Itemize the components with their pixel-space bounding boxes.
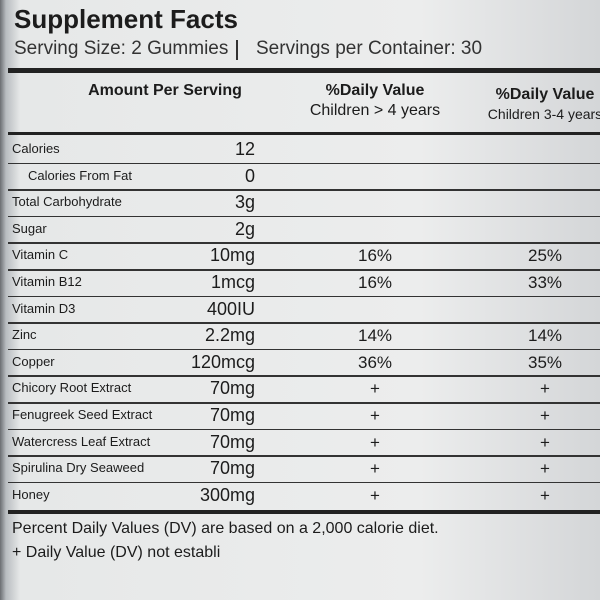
- daily-value: +: [540, 485, 550, 505]
- daily-value: +: [540, 459, 550, 479]
- amount: 120mcg: [190, 351, 255, 372]
- footnote: Percent Daily Values (DV) are based on a…: [12, 520, 439, 537]
- amount: 10mg: [209, 245, 255, 266]
- nutrient-name: Zinc: [12, 327, 37, 343]
- amount: 2g: [234, 218, 255, 239]
- amount: 70mg: [209, 458, 255, 479]
- daily-value: +: [540, 379, 550, 399]
- amount: 3g: [234, 192, 255, 213]
- nutrient-name: Vitamin B12: [12, 274, 82, 289]
- amount: 400IU: [206, 298, 255, 319]
- amount: 12: [234, 139, 255, 159]
- daily-value: +: [370, 459, 380, 479]
- nutrient-name: Fenugreek Seed Extract: [12, 407, 153, 422]
- daily-value: +: [370, 379, 380, 399]
- nutrient-name: Spirulina Dry Seaweed: [12, 460, 145, 476]
- nutrient-name: Total Carbohydrate: [12, 194, 122, 210]
- row-rule: [8, 428, 600, 431]
- daily-value: +: [370, 485, 380, 505]
- daily-value: +: [540, 432, 550, 452]
- daily-value: 33%: [527, 273, 563, 292]
- row-rule: [8, 215, 600, 218]
- nutrient-name: Watercress Leaf Extract: [12, 433, 151, 449]
- row-rule: [8, 242, 600, 244]
- row-rule: [8, 162, 600, 165]
- amount: 2.2mg: [204, 325, 255, 346]
- servings-per-container: Servings per Container: 30: [256, 38, 483, 59]
- amount-header: Amount Per Serving: [88, 82, 242, 99]
- amount: 70mg: [209, 431, 255, 452]
- amount: 70mg: [209, 378, 255, 399]
- row-rule: [8, 402, 600, 404]
- daily-value: 25%: [527, 246, 563, 266]
- dv-subheader: Children 3-4 years: [487, 106, 600, 122]
- row-rule: [8, 189, 600, 191]
- row-rule: [8, 295, 600, 298]
- separator: [236, 40, 238, 60]
- row-rule: [8, 481, 600, 484]
- daily-value: +: [540, 406, 550, 425]
- rule: [8, 68, 600, 73]
- nutrient-name: Honey: [12, 486, 50, 502]
- row-rule: [8, 322, 600, 324]
- nutrient-name: Vitamin D3: [12, 300, 76, 316]
- daily-value: +: [370, 432, 380, 452]
- daily-value: 16%: [357, 246, 393, 266]
- row-rule: [8, 455, 600, 457]
- row-rule: [8, 348, 600, 351]
- amount: 300mg: [199, 484, 255, 505]
- nutrient-name: Copper: [12, 353, 55, 369]
- daily-value: 35%: [527, 352, 563, 372]
- rule: [8, 510, 600, 514]
- title: Supplement Facts: [14, 4, 238, 34]
- dv-header: %Daily Value: [325, 82, 425, 99]
- nutrient-name: Chicory Root Extract: [12, 380, 132, 396]
- amount: 0: [244, 165, 255, 186]
- nutrient-name: Sugar: [12, 220, 47, 236]
- amount: 70mg: [209, 405, 255, 425]
- nutrient-name: Vitamin C: [12, 247, 69, 263]
- daily-value: 14%: [357, 326, 393, 346]
- footnote: + Daily Value (DV) not establi: [12, 544, 221, 561]
- daily-value: +: [370, 406, 380, 425]
- daily-value: 36%: [357, 352, 393, 372]
- nutrient-name: Calories: [12, 141, 60, 156]
- dv-header: %Daily Value: [495, 86, 595, 103]
- daily-value: 14%: [527, 326, 563, 346]
- nutrient-name: Calories From Fat: [28, 167, 133, 183]
- row-rule: [8, 269, 600, 271]
- serving-size: Serving Size: 2 Gummies: [14, 38, 229, 59]
- amount: 1mcg: [210, 272, 255, 292]
- dv-subheader: Children > 4 years: [309, 102, 441, 119]
- daily-value: 16%: [357, 273, 393, 292]
- row-rule: [8, 375, 600, 377]
- rule: [8, 132, 600, 135]
